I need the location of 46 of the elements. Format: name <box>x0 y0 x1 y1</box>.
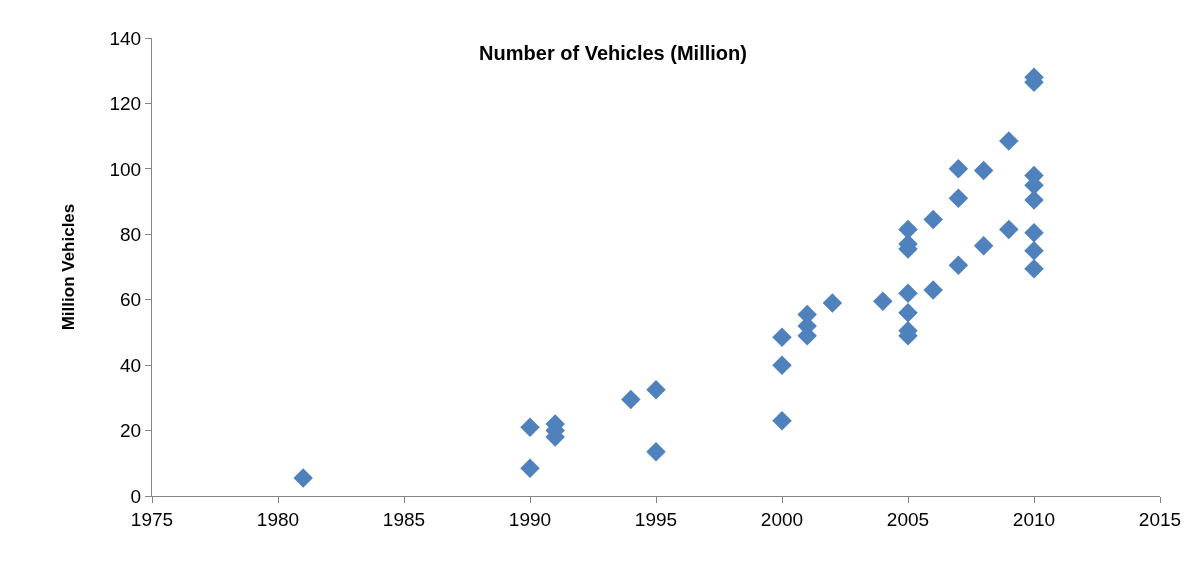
x-tick-label: 1990 <box>508 508 552 530</box>
y-tick-label: 0 <box>130 485 142 507</box>
point <box>973 160 994 181</box>
point <box>520 417 540 438</box>
y-tick-label: 60 <box>120 289 142 311</box>
y-tick-label: 140 <box>109 27 142 49</box>
point <box>1024 190 1044 210</box>
point <box>948 159 969 179</box>
x-tick-label: 1980 <box>256 508 300 530</box>
point <box>898 303 918 323</box>
x-tick-label: 1985 <box>382 508 426 530</box>
point <box>948 188 969 209</box>
point <box>1024 240 1044 261</box>
point <box>898 219 918 240</box>
y-axis-title: Million Vehicles <box>59 203 79 331</box>
x-tick-label: 2000 <box>760 508 804 530</box>
point <box>973 235 994 256</box>
point <box>772 327 792 348</box>
x-tick-label: 1975 <box>130 508 174 530</box>
point <box>948 255 969 276</box>
point <box>999 131 1019 151</box>
y-tick-label: 120 <box>109 93 142 115</box>
point <box>1024 258 1044 279</box>
point <box>873 291 893 312</box>
point <box>646 379 666 400</box>
y-tick-label: 100 <box>109 158 142 180</box>
chart-title: Number of Vehicles (Million) <box>479 41 747 64</box>
point <box>520 458 540 478</box>
x-tick-label: 1995 <box>634 508 678 530</box>
point <box>772 355 792 375</box>
x-tick-label: 2005 <box>886 508 930 530</box>
point <box>898 283 918 303</box>
y-tick-label: 80 <box>120 223 142 245</box>
x-tick-label: 2015 <box>1138 508 1182 530</box>
point <box>646 442 666 462</box>
point <box>772 411 792 431</box>
point <box>1024 222 1044 243</box>
y-tick-label: 20 <box>120 420 142 442</box>
point <box>999 219 1019 240</box>
point <box>293 468 313 488</box>
point <box>822 293 843 313</box>
y-tick-label: 40 <box>120 354 142 376</box>
x-tick-label: 2010 <box>1012 508 1056 530</box>
point <box>923 209 943 230</box>
point <box>621 389 641 410</box>
point <box>923 280 943 300</box>
